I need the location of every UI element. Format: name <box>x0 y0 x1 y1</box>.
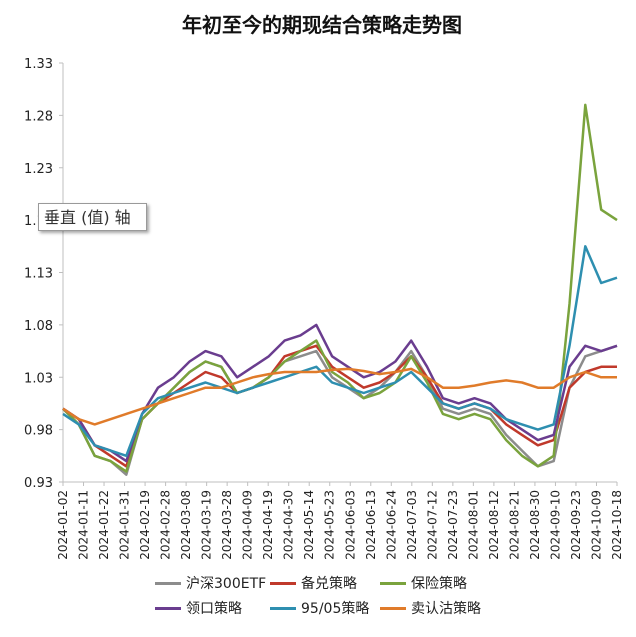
legend-swatch <box>380 581 406 585</box>
legend-item[interactable]: 备兑策略 <box>270 573 357 593</box>
x-tick-label: 2024-08-01 <box>466 490 480 560</box>
series-line-4 <box>62 245 618 458</box>
x-tick-label: 2024-04-19 <box>261 490 275 560</box>
legend-item[interactable]: 领口策略 <box>155 598 242 618</box>
x-tick-label: 2024-06-13 <box>364 490 378 560</box>
series-line-2 <box>62 103 618 473</box>
legend-label: 95/05策略 <box>301 601 370 617</box>
x-tick-label: 2024-05-23 <box>323 490 337 560</box>
x-tick-label: 2024-10-09 <box>589 490 603 560</box>
legend-swatch <box>270 581 296 585</box>
x-axis-tick-labels: 2024-01-02 2024-01-11 2024-01-22 2024-01-31… <box>56 482 624 560</box>
y-tick-label: 1.23 <box>24 162 53 177</box>
legend-label: 备兑策略 <box>301 576 357 592</box>
x-tick-label: 2024-06-03 <box>343 490 357 560</box>
legend-swatch <box>380 606 406 610</box>
x-tick-label: 2024-05-14 <box>302 490 316 560</box>
y-tick-label: 1.28 <box>24 109 53 124</box>
legend-label: 卖认沽策略 <box>411 601 481 617</box>
series-lines <box>62 103 618 476</box>
legend-label: 领口策略 <box>186 601 242 617</box>
chart-title: 年初至今的期现结合策略走势图 <box>182 13 462 37</box>
legend-swatch <box>155 606 181 610</box>
legend-item[interactable]: 沪深300ETF <box>155 573 266 593</box>
x-tick-label: 2024-10-18 <box>610 490 624 560</box>
axis-tooltip: 垂直 (值) 轴 <box>38 203 147 231</box>
x-tick-label: 2024-08-21 <box>507 490 521 560</box>
x-tick-label: 2024-03-19 <box>200 490 214 560</box>
x-tick-label: 2024-01-22 <box>97 490 111 560</box>
series-line-5 <box>62 367 617 426</box>
x-tick-label: 2024-08-12 <box>487 490 501 560</box>
y-axis-tick-labels: 0.930.981.031.081.131.181.231.281.33 <box>24 57 63 491</box>
legend-item[interactable]: 95/05策略 <box>270 598 369 618</box>
x-tick-label: 2024-04-30 <box>282 490 296 560</box>
legend-item[interactable]: 保险策略 <box>380 573 467 593</box>
x-tick-label: 2024-04-09 <box>241 490 255 560</box>
y-tick-label: 0.98 <box>24 424 53 439</box>
legend-label: 保险策略 <box>411 576 467 592</box>
x-tick-label: 2024-02-19 <box>138 490 152 560</box>
x-tick-label: 2024-06-24 <box>384 490 398 560</box>
x-tick-label: 2024-02-28 <box>159 490 173 560</box>
x-tick-label: 2024-07-03 <box>405 490 419 560</box>
x-tick-label: 2024-08-30 <box>528 490 542 560</box>
x-tick-label: 2024-03-08 <box>179 490 193 560</box>
legend-swatch <box>270 606 296 610</box>
x-tick-label: 2024-09-23 <box>569 490 583 560</box>
y-tick-label: 1.13 <box>24 267 53 282</box>
series-line-3 <box>62 323 618 463</box>
x-tick-label: 2024-03-28 <box>220 490 234 560</box>
x-tick-label: 2024-07-12 <box>425 490 439 560</box>
y-tick-label: 0.93 <box>24 476 53 491</box>
legend-item[interactable]: 卖认沽策略 <box>380 598 481 618</box>
legend-swatch <box>155 581 181 585</box>
legend: 沪深300ETF 备兑策略 保险策略领口策略 95/05策略 卖认沽策略 <box>155 573 515 623</box>
y-tick-label: 1.08 <box>24 319 53 334</box>
x-tick-label: 2024-07-23 <box>446 490 460 560</box>
x-tick-label: 2024-01-11 <box>77 490 91 560</box>
x-tick-label: 2024-01-31 <box>118 490 132 560</box>
legend-label: 沪深300ETF <box>186 576 267 592</box>
x-tick-label: 2024-09-10 <box>548 490 562 560</box>
y-tick-label: 1.33 <box>24 57 53 72</box>
y-tick-label: 1.03 <box>24 371 53 386</box>
x-tick-label: 2024-01-02 <box>56 490 70 560</box>
